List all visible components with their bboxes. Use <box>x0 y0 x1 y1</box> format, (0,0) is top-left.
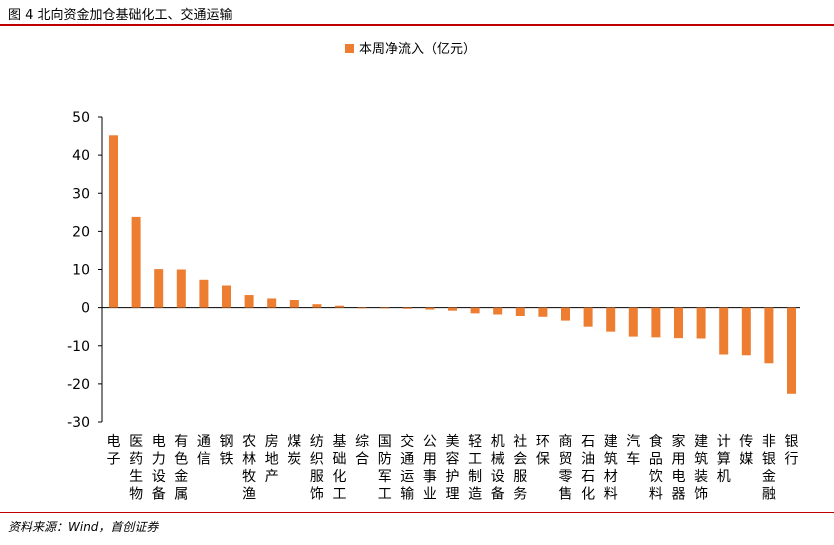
bar <box>222 285 231 308</box>
x-tick-label: 综合 <box>355 434 369 468</box>
bar <box>470 307 480 314</box>
bar <box>335 305 344 308</box>
bar <box>448 307 457 311</box>
x-tick-label: 食品饮料 <box>649 433 663 503</box>
bar <box>741 307 751 356</box>
bar <box>267 298 277 308</box>
bar <box>199 279 209 308</box>
bar <box>515 307 525 317</box>
x-tick-label: 社会服务 <box>513 434 527 503</box>
x-tick-label: 有色金属 <box>174 434 188 503</box>
y-tick-label: 40 <box>72 148 90 164</box>
x-tick-label: 建筑装饰 <box>694 434 708 503</box>
bar <box>787 307 796 394</box>
bar <box>176 269 186 308</box>
bar <box>719 307 729 355</box>
bar <box>109 135 118 308</box>
x-tick-label: 电力设备 <box>152 434 166 503</box>
x-tick-label: 房地产 <box>265 434 279 485</box>
x-tick-label: 商贸零售 <box>559 434 573 503</box>
bar <box>651 307 661 338</box>
x-tick-label: 基础化工 <box>333 433 347 503</box>
x-tick-label: 交通运输 <box>400 433 414 503</box>
bar <box>425 307 435 310</box>
y-tick-label: 30 <box>72 186 90 202</box>
y-tick-label: -30 <box>67 415 90 431</box>
x-tick-label: 非银金融 <box>762 434 776 503</box>
bar <box>764 307 774 364</box>
x-tick-label: 美容护理 <box>446 434 460 503</box>
x-tick-label: 石油石化 <box>581 434 595 503</box>
y-tick-label: -10 <box>67 339 90 355</box>
x-tick-label: 建筑材料 <box>604 434 618 503</box>
source-note: 资料来源：Wind，首创证券 <box>8 520 159 534</box>
bar <box>561 307 570 321</box>
bar <box>131 216 141 308</box>
bar <box>606 307 616 332</box>
x-tick-label: 通信 <box>197 434 211 468</box>
x-tick-label: 轻工制造 <box>468 434 482 503</box>
y-tick-label: 50 <box>72 110 90 126</box>
footer-rule <box>0 512 834 513</box>
title-rule <box>0 24 834 26</box>
x-tick-label: 银行 <box>785 434 799 468</box>
bar-chart: 本周净流入（亿元） -30 -20 -10 0 10 20 30 40 50 电子医药生物电力设备有… <box>67 42 800 503</box>
x-tick-label: 国防军工 <box>378 434 392 503</box>
bar <box>380 307 390 309</box>
x-tick-label: 传媒 <box>739 434 753 468</box>
x-tick-label: 公用事业 <box>423 434 437 503</box>
x-tick-label: 家用电器 <box>672 433 686 503</box>
x-tick-label: 汽车 <box>626 434 640 468</box>
figure-title: 图 4 北向资金加仓基础化工、交通运输 <box>8 8 233 23</box>
legend-swatch <box>345 44 354 53</box>
bar <box>312 304 322 308</box>
y-tick-label: -20 <box>67 377 90 393</box>
legend-label: 本周净流入（亿元） <box>359 42 476 57</box>
x-tick-label: 电子 <box>107 434 121 468</box>
bar <box>244 295 254 308</box>
bar <box>696 307 706 339</box>
y-tick-label: 10 <box>72 263 90 279</box>
y-tick-label: 20 <box>72 224 90 240</box>
bar <box>154 269 164 308</box>
bar <box>402 307 412 309</box>
x-tick-label: 环保 <box>536 434 550 468</box>
x-tick-label: 机械设备 <box>491 434 505 503</box>
x-tick-label: 计算机 <box>717 434 731 485</box>
bar <box>583 307 593 327</box>
x-tick-label: 医药生物 <box>129 434 143 503</box>
x-tick-label: 纺织服饰 <box>310 434 324 503</box>
bar <box>289 300 299 308</box>
bar <box>628 307 638 337</box>
bar <box>538 307 548 317</box>
x-tick-label: 煤炭 <box>287 434 301 468</box>
bar <box>674 307 683 339</box>
bar <box>493 307 503 315</box>
y-tick-label: 0 <box>81 301 90 317</box>
x-tick-label: 农林牧渔 <box>242 434 256 503</box>
x-tick-label: 钢铁 <box>220 434 234 468</box>
bar <box>357 307 367 309</box>
